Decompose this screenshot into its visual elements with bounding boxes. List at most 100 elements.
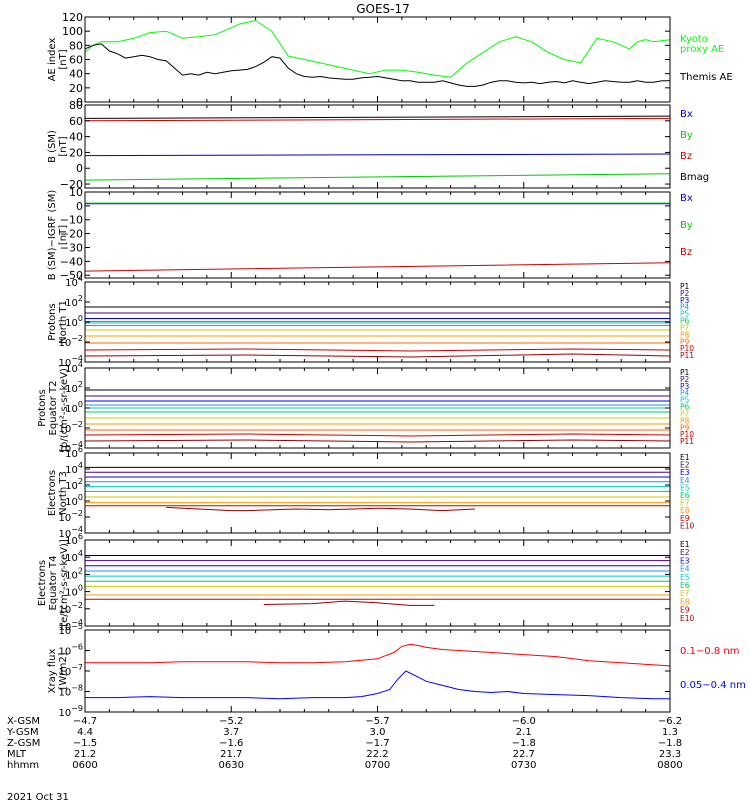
y-tick-label: 106	[65, 445, 83, 460]
series-line-p11	[85, 439, 670, 443]
y-tick-label: 40	[69, 131, 83, 144]
legend-entry: P10	[680, 430, 694, 439]
panel-series-group	[85, 202, 670, 272]
legend-entry: E5	[680, 483, 690, 492]
panel-frame	[84, 16, 671, 103]
legend-entry: 0.1−0.8 nm	[680, 646, 739, 657]
series-line-0-1-0-8-nm	[85, 643, 670, 667]
panel-series-group	[85, 643, 670, 700]
legend-entry: E5	[680, 573, 690, 582]
legend-entry: E8	[680, 597, 690, 606]
legend-entry: P6	[680, 317, 690, 326]
legend-entry: P9	[680, 337, 690, 346]
x-axis-tick-value: 0730	[511, 760, 536, 771]
legend-entry: Bx	[680, 109, 693, 120]
series-line-p10	[85, 433, 670, 437]
legend-entry: P2	[680, 289, 690, 298]
panel-frame	[84, 629, 671, 713]
y-tick-label: 104	[65, 461, 83, 476]
y-tick-label: 102	[65, 566, 83, 581]
legend-entry: E10	[680, 614, 695, 623]
x-axis-tick-value: 3.0	[370, 727, 386, 738]
legend-entry: P8	[680, 330, 690, 339]
legend-entry: E2	[680, 461, 690, 470]
y-tick-label: 100	[65, 400, 83, 415]
y-tick-label: 102	[65, 294, 83, 309]
legend-entry: E8	[680, 506, 690, 515]
legend-entry: E1	[680, 540, 690, 549]
x-axis-tick-value: −6.0	[512, 716, 536, 727]
panel-frame	[84, 452, 671, 534]
x-axis-tick-value: −1.5	[73, 738, 97, 749]
y-tick-label: 10−6	[58, 643, 83, 658]
y-tick-label: 10	[69, 186, 83, 199]
x-axis-tick-value: −6.2	[658, 716, 682, 727]
series-line-bz	[85, 117, 670, 122]
y-tick-label: 106	[65, 532, 83, 547]
x-axis-tick-value: 0630	[219, 760, 244, 771]
legend-entry: Bz	[680, 151, 692, 162]
y-tick-label: 10−2	[58, 601, 83, 616]
x-axis-tick-value: 3.7	[223, 727, 239, 738]
y-tick-label: 0	[76, 162, 83, 175]
y-tick-label: 80	[69, 99, 83, 112]
x-axis-row-label: Y-GSM	[6, 727, 39, 738]
panel-series-group	[85, 389, 670, 443]
series-line-bz	[85, 262, 670, 272]
series-line-e10	[166, 506, 476, 512]
x-axis-tick-value: 22.7	[513, 749, 535, 760]
y-tick-label: −20	[60, 178, 83, 191]
y-tick-label: 104	[65, 360, 83, 375]
y-tick-label: 10−5	[58, 622, 83, 637]
panel-4: 104 102 100 10−2 10−4 ProtonsNorth T1 P1P2P3P4…	[47, 274, 694, 369]
y-tick-label: 0	[76, 96, 83, 109]
x-axis-tick-value: −1.7	[365, 738, 389, 749]
legend-entry: Bz	[680, 247, 692, 258]
date-label: 2021 Oct 31	[7, 792, 69, 800]
series-line-e10	[263, 600, 435, 606]
legend-entry: E9	[680, 606, 690, 615]
y-tick-label: 20	[69, 82, 83, 95]
legend-entry: P5	[680, 310, 690, 319]
legend-entry: E6	[680, 491, 690, 500]
y-tick-label: 20	[69, 146, 83, 159]
y-tick-label: 0	[76, 200, 83, 213]
y-tick-label: 104	[65, 274, 83, 289]
legend-entry: P3	[680, 382, 690, 391]
legend-entry: E4	[680, 476, 690, 485]
y-tick-label: 10−8	[58, 684, 83, 699]
series-line-kyoto-proxy-ae	[85, 19, 670, 78]
y-tick-label: −30	[60, 241, 83, 254]
y-axis-label: AE index[nT]	[47, 38, 69, 82]
y-tick-label: 10−4	[58, 440, 83, 455]
legend-entry: Bmag	[680, 172, 709, 183]
y-tick-label: 102	[65, 380, 83, 395]
y-tick-label: 100	[65, 314, 83, 329]
x-axis-tick-value: −1.8	[512, 738, 536, 749]
legend-entry: P1	[680, 368, 690, 377]
y-axis-label: Xray flux[W/m2]	[47, 649, 69, 694]
legend-entry: P4	[680, 303, 690, 312]
legend-entry: P6	[680, 403, 690, 412]
y-tick-label: 104	[65, 549, 83, 564]
legend-entry: P8	[680, 416, 690, 425]
series-line-0-05-0-4-nm	[85, 670, 670, 700]
legend-entry: E1	[680, 453, 690, 462]
panel-series-group	[85, 306, 670, 358]
y-tick-label: 10−2	[58, 509, 83, 524]
y-axis-label: ElectronsEquator T4[e/(cm²-s-sr-keV)]	[37, 539, 70, 627]
legend-entry: E3	[680, 468, 690, 477]
y-axis-label: B (SM)[nT]	[47, 130, 69, 163]
x-axis-row-label: hhmm	[7, 760, 39, 771]
y-tick-label: −20	[60, 228, 83, 241]
legend-entry: 0.05−0.4 nm	[680, 680, 746, 691]
panel-frame	[84, 191, 671, 279]
legend-entry: P10	[680, 344, 694, 353]
y-tick-label: −10	[60, 214, 83, 227]
y-tick-label: 10−2	[58, 334, 83, 349]
y-axis-label: ProtonsEquator T2[p/(cm²-s-sr-keV)]	[37, 364, 70, 452]
y-tick-label: 10−2	[58, 420, 83, 435]
